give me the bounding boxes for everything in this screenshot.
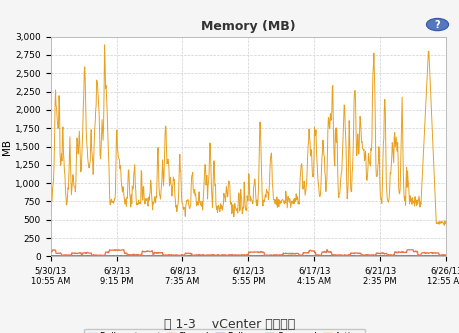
Y-axis label: MB: MB — [2, 139, 12, 155]
Text: 图 1-3    vCenter 内存使用: 图 1-3 vCenter 内存使用 — [164, 318, 295, 331]
Title: Memory (MB): Memory (MB) — [201, 20, 295, 33]
Legend: Balloon target, Shared, Balloon, Swapped, Active: Balloon target, Shared, Balloon, Swapped… — [84, 329, 364, 333]
Circle shape — [425, 18, 448, 31]
Text: ?: ? — [434, 20, 439, 30]
